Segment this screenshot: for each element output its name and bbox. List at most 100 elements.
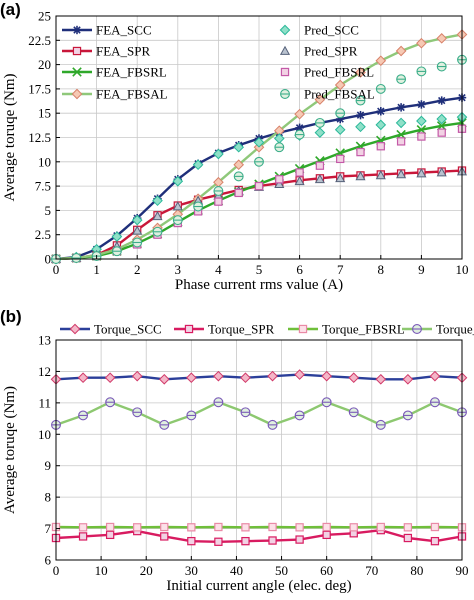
a-legend-pred-scc: Pred_SCC xyxy=(279,23,359,38)
panel-b-plot-frame xyxy=(55,339,463,561)
b-series-torque-fbsrl xyxy=(51,522,467,532)
a-series-pred-fbsal-point xyxy=(152,226,163,237)
a-legend-fea-spr-label: FEA_SPR xyxy=(96,44,151,59)
a-legend-fea-scc-label: FEA_SCC xyxy=(96,23,152,38)
b-legend-torque-fbsal-swatch-marker xyxy=(412,324,422,334)
a-series-pred-scc-point xyxy=(192,159,204,171)
a-series-pred-scc-point xyxy=(253,137,265,148)
a-legend-pred-scc-label: Pred_SCC xyxy=(304,23,359,38)
a-series-pred-scc-point xyxy=(314,127,326,138)
a-series-pred-fbsrl-point xyxy=(437,128,446,137)
a-series-pred-fbsal-point xyxy=(396,74,407,85)
y-tick-label: 10 xyxy=(38,427,51,442)
b-series-torque-spr-point xyxy=(295,535,304,544)
b-series-torque-fbsrl-point xyxy=(241,523,250,532)
a-series-pred-fbsrl-point xyxy=(275,175,284,184)
x-tick-label: 8 xyxy=(378,262,385,277)
a-series-pred-spr-point xyxy=(132,225,143,235)
a-series-fea-fbsal-point xyxy=(395,45,407,57)
a-series-pred-fbsal-point xyxy=(274,142,285,153)
b-series-torque-spr-point xyxy=(430,536,440,546)
a-series-fea-fbsal-point xyxy=(416,37,427,49)
b-series-torque-spr-point xyxy=(322,530,331,540)
panel-a-legend: FEA_SCC FEA_SPR FEA_FBSRL FEA_FBSAL Pred_SCC… xyxy=(62,23,375,102)
panel-b-y-axis-label: Average toruqe (Nm) xyxy=(2,386,18,514)
a-series-fea-scc-point xyxy=(356,110,365,120)
b-series-torque-fbsrl-point xyxy=(376,522,385,532)
a-series-pred-fbsal-point xyxy=(416,66,427,77)
y-tick-label: 11 xyxy=(38,395,51,410)
a-series-pred-scc-point xyxy=(355,121,366,133)
y-tick-label: 17.5 xyxy=(28,81,51,96)
panel-b: (b) 0 10 20 30 40 50 60 70 80 90 6 7 8 9 10 11 12 13 Init… xyxy=(0,307,474,594)
a-series-pred-fbsal-point xyxy=(172,215,183,226)
a-series-pred-fbsal-point xyxy=(132,237,143,248)
b-legend-torque-spr-swatch-marker xyxy=(184,324,194,334)
b-series-torque-scc-point xyxy=(294,369,305,380)
x-tick-label: 0 xyxy=(53,563,60,578)
b-legend-torque-scc: Torque_SCC xyxy=(60,322,162,337)
b-series-torque-spr-point xyxy=(214,537,223,546)
b-series-torque-fbsal-point xyxy=(402,410,413,421)
y-tick-label: 15 xyxy=(38,106,51,121)
a-series-pred-scc-point xyxy=(172,175,184,187)
a-series-fea-fbsal-point xyxy=(334,79,346,91)
a-legend-pred-fbsrl-label: Pred_FBSRL xyxy=(304,65,374,80)
a-legend-fea-spr: FEA_SPR xyxy=(62,44,151,59)
y-tick-label: 9 xyxy=(45,458,52,473)
b-series-torque-spr-point xyxy=(160,532,169,541)
b-series-torque-spr-point xyxy=(187,536,196,546)
a-series-pred-fbsrl-point xyxy=(417,132,426,141)
panel-b-legend: Torque_SCC Torque_SPR Torque_FBSRL Torque_F… xyxy=(60,322,474,337)
a-series-pred-spr-point xyxy=(274,178,285,189)
a-series-pred-fbsal xyxy=(51,54,467,264)
a-series-pred-fbsrl-point xyxy=(254,181,264,191)
a-series-pred-scc-point xyxy=(436,113,448,125)
b-series-torque-fbsrl-point xyxy=(322,522,331,532)
b-legend-torque-fbsal: Torque_FBSAL xyxy=(402,322,474,337)
a-legend-pred-fbsrl-swatch-marker xyxy=(280,67,290,77)
b-series-torque-fbsal-point xyxy=(429,397,440,408)
panel-a-x-axis-label: Phase current rms value (A) xyxy=(175,277,343,293)
b-series-torque-fbsrl-point xyxy=(187,523,196,532)
y-tick-label: 12 xyxy=(38,364,51,379)
x-tick-label: 6 xyxy=(296,262,303,277)
panel-a-y-axis-label: Average toruqe (Nm) xyxy=(2,73,18,201)
b-series-torque-spr-point xyxy=(268,536,277,545)
b-series-torque-fbsal-point xyxy=(348,407,359,418)
a-series-pred-spr-point xyxy=(375,170,386,180)
x-tick-label: 0 xyxy=(53,262,60,277)
a-legend-pred-fbsrl: Pred_FBSRL xyxy=(280,65,374,80)
a-series-pred-fbsrl-point xyxy=(234,188,243,198)
a-series-pred-scc-point xyxy=(334,124,346,136)
a-series-pred-fbsal-point xyxy=(294,129,305,140)
a-series-pred-fbsrl-point xyxy=(356,147,365,157)
a-legend-fea-fbsal-swatch-marker xyxy=(71,88,83,100)
a-series-fea-scc-point xyxy=(417,100,426,109)
a-legend-pred-fbsal-label: Pred_FBSAL xyxy=(304,87,375,102)
a-series-pred-fbsal-point xyxy=(335,108,346,119)
a-series-pred-spr-point xyxy=(294,176,305,186)
a-series-fea-scc-point xyxy=(437,96,446,105)
b-series-torque-scc-point xyxy=(240,372,251,384)
b-series-torque-scc-point xyxy=(348,372,360,384)
b-series-torque-scc-point xyxy=(429,370,441,382)
y-tick-label: 12.5 xyxy=(28,130,51,145)
a-series-pred-fbsal-point xyxy=(111,246,122,257)
x-tick-label: 20 xyxy=(140,563,153,578)
a-series-pred-fbsrl-point xyxy=(295,168,304,177)
x-tick-label: 50 xyxy=(275,563,288,578)
b-series-torque-scc-point xyxy=(213,370,224,382)
a-legend-fea-fbsal-label: FEA_FBSAL xyxy=(96,87,168,102)
a-series-fea-fbsal-point xyxy=(355,67,366,78)
b-series-torque-scc-point xyxy=(77,372,89,384)
a-legend-pred-fbsal: Pred_FBSAL xyxy=(280,87,375,102)
b-series-torque-spr-point xyxy=(78,532,88,541)
b-series-torque-fbsrl-point xyxy=(214,522,223,532)
b-series-torque-fbsal-point xyxy=(132,407,143,418)
panel-a-label: (a) xyxy=(0,0,21,19)
panel-a-series xyxy=(50,29,468,265)
b-legend-torque-spr-label: Torque_SPR xyxy=(208,322,275,337)
panel-a: (a) 0 1 2 3 4 5 6 7 8 9 10 0 2.5 5 7.5 10 12.5 15 17.5 20 22… xyxy=(0,0,469,293)
b-series-torque-fbsrl-point xyxy=(268,522,277,532)
